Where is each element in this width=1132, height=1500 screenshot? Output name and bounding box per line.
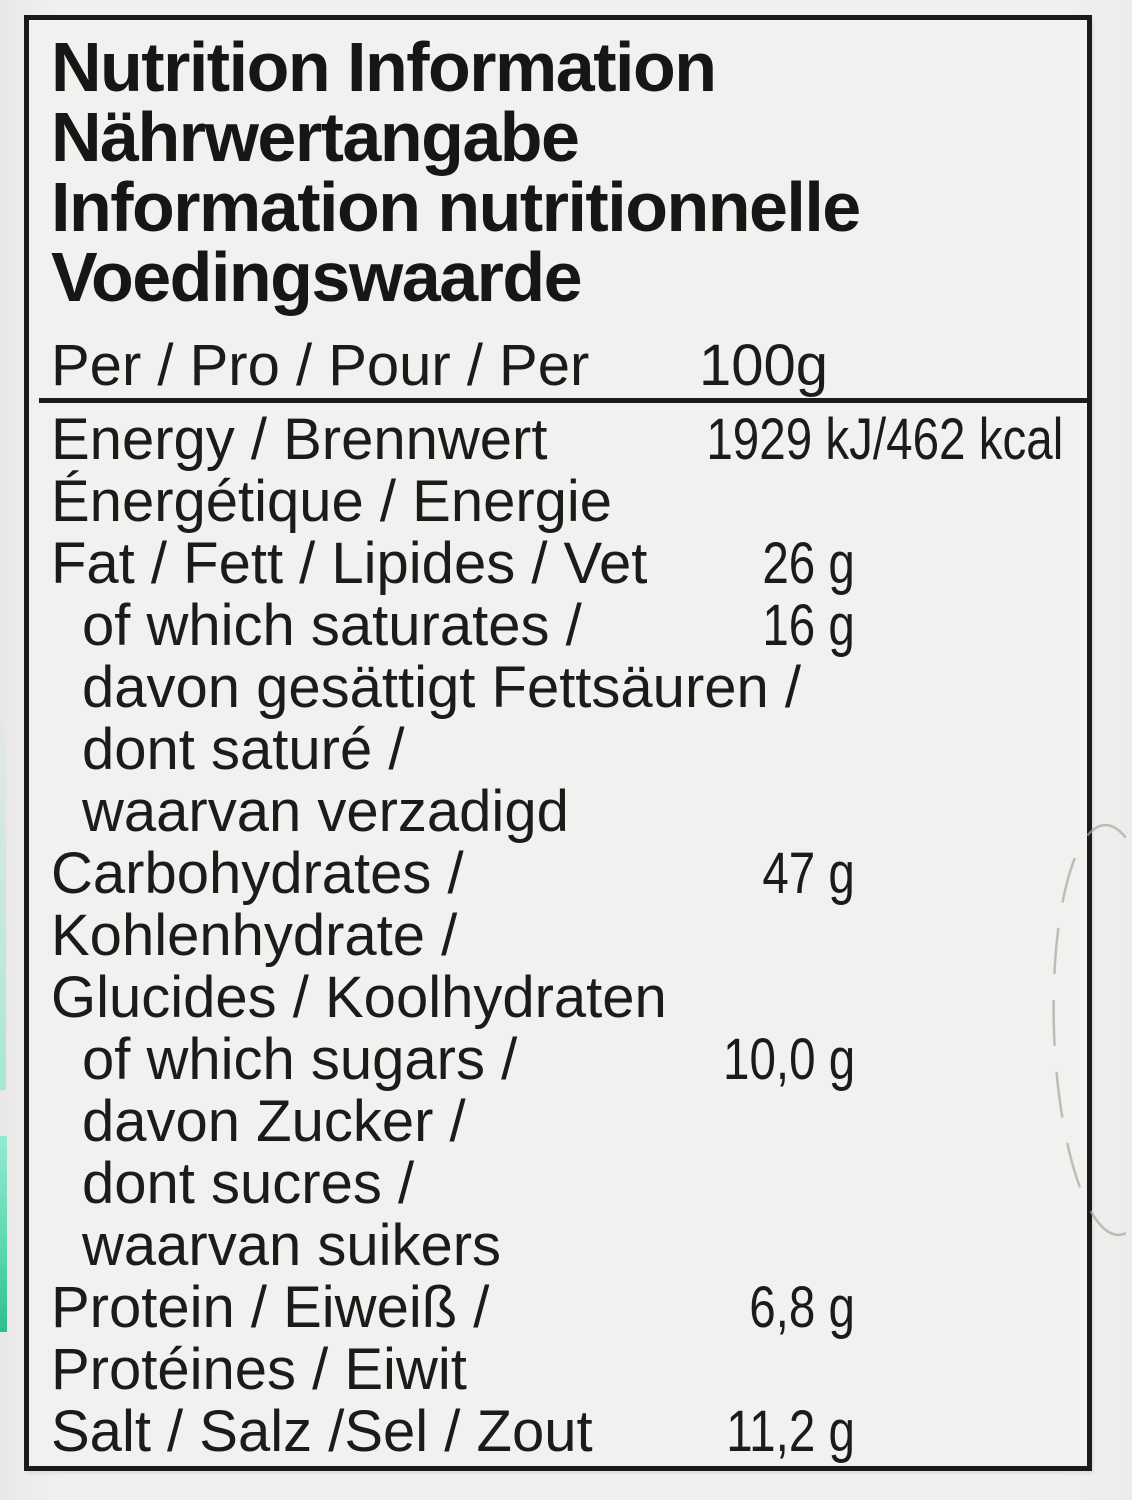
row-label: Énergétique / Energie: [51, 469, 613, 534]
label-title-block: Nutrition Information Nährwertangabe Inf…: [51, 32, 1065, 312]
nutrition-label-box: Nutrition Information Nährwertangabe Inf…: [24, 15, 1092, 1471]
row-label: Fat / Fett / Lipides / Vet: [51, 531, 648, 596]
nutrition-rows: Energy / Brennwert 1929 kJ/462 kcal Éner…: [51, 409, 1065, 1463]
row-value: 6,8 g: [749, 1275, 855, 1340]
row-label: Glucides / Koolhydraten: [51, 965, 667, 1030]
row-label: Kohlenhydrate /: [51, 903, 458, 968]
row-label: Carbohydrates /: [51, 841, 464, 906]
row-salt: Salt / Salz /Sel / Zout 11,2 g: [51, 1401, 1065, 1463]
row-carbohydrates-fr-nl: Glucides / Koolhydraten: [51, 967, 1065, 1029]
row-label: davon gesättigt Fettsäuren /: [82, 655, 801, 720]
serving-row: Per / Pro / Pour / Per 100g: [51, 336, 1065, 396]
row-value: 1929 kJ/462 kcal: [706, 407, 1063, 472]
row-protein-fr-nl: Protéines / Eiwit: [51, 1339, 1065, 1401]
row-sugars-fr: dont sucres /: [51, 1153, 1065, 1215]
row-value: 47 g: [762, 841, 855, 906]
row-label: Salt / Salz /Sel / Zout: [51, 1399, 593, 1464]
row-carbohydrates-de: Kohlenhydrate /: [51, 905, 1065, 967]
row-fat: Fat / Fett / Lipides / Vet 26 g: [51, 533, 1065, 595]
row-carbohydrates-en: Carbohydrates / 47 g: [51, 843, 1065, 905]
row-label: waarvan verzadigd: [82, 779, 569, 844]
row-label: dont saturé /: [82, 717, 405, 782]
package-accent-strip: [0, 1136, 7, 1332]
title-dutch: Voedingswaarde: [51, 238, 583, 316]
row-energy: Energy / Brennwert 1929 kJ/462 kcal: [51, 409, 1065, 471]
row-saturates-nl: waarvan verzadigd: [51, 781, 1065, 843]
package-accent-strip-faint: [0, 722, 6, 1090]
row-saturates-de: davon gesättigt Fettsäuren /: [51, 657, 1065, 719]
row-saturates-fr: dont saturé /: [51, 719, 1065, 781]
row-label: Protein / Eiweiß /: [51, 1275, 490, 1340]
title-french: Information nutritionnelle: [51, 168, 861, 246]
serving-amount: 100g: [699, 333, 829, 398]
header-divider: [39, 398, 1087, 403]
row-label: Protéines / Eiwit: [51, 1337, 467, 1402]
row-value: 16 g: [762, 593, 855, 658]
row-value: 26 g: [762, 531, 855, 596]
row-label: of which sugars /: [82, 1027, 518, 1092]
serving-label: Per / Pro / Pour / Per: [51, 333, 590, 398]
row-label: dont sucres /: [82, 1151, 415, 1216]
row-sugars-en: of which sugars / 10,0 g: [51, 1029, 1065, 1091]
row-label: Energy / Brennwert: [51, 407, 548, 472]
row-value: 11,2 g: [726, 1399, 855, 1464]
row-saturates-en: of which saturates / 16 g: [51, 595, 1065, 657]
row-label: waarvan suikers: [82, 1213, 502, 1278]
row-protein-en-de: Protein / Eiweiß / 6,8 g: [51, 1277, 1065, 1339]
row-label: of which saturates /: [82, 593, 582, 658]
row-sugars-de: davon Zucker /: [51, 1091, 1065, 1153]
row-energy-fr-nl: Énergétique / Energie: [51, 471, 1065, 533]
row-label: davon Zucker /: [82, 1089, 466, 1154]
title-german: Nährwertangabe: [51, 98, 580, 176]
row-sugars-nl: waarvan suikers: [51, 1215, 1065, 1277]
row-value: 10,0 g: [722, 1027, 855, 1092]
title-english: Nutrition Information: [51, 28, 717, 106]
